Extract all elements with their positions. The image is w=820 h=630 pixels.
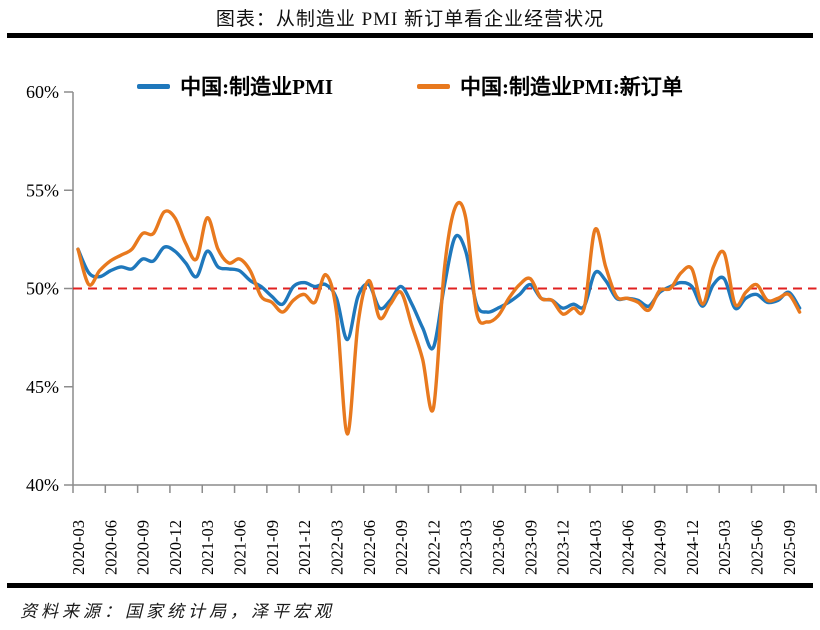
x-tick-label: 2020-03 (69, 520, 88, 575)
x-tick-label: 2023-06 (489, 520, 508, 575)
y-tick-label: 40% (26, 475, 59, 495)
bottom-divider (7, 583, 813, 588)
x-tick-label: 2024-03 (586, 520, 605, 575)
x-tick-label: 2021-12 (295, 520, 314, 575)
x-tick-label: 2024-09 (651, 520, 670, 575)
x-tick-label: 2024-06 (618, 520, 637, 575)
x-tick-label: 2022-03 (327, 520, 346, 575)
x-tick-label: 2023-12 (554, 520, 573, 575)
x-tick-label: 2025-09 (780, 520, 799, 575)
x-tick-label: 2021-03 (198, 520, 217, 575)
x-tick-label: 2022-09 (392, 520, 411, 575)
x-tick-label: 2021-09 (263, 520, 282, 575)
x-tick-label: 2025-03 (715, 520, 734, 575)
y-tick-label: 45% (26, 377, 59, 397)
legend-item-pmi: 中国:制造业PMI (137, 71, 333, 101)
x-tick-label: 2022-12 (424, 520, 443, 575)
y-tick-label: 60% (26, 82, 59, 102)
top-divider (7, 33, 813, 38)
x-tick-label: 2022-06 (360, 520, 379, 575)
x-tick-label: 2023-09 (521, 520, 540, 575)
chart-legend: 中国:制造业PMI 中国:制造业PMI:新订单 (0, 71, 820, 101)
y-tick-label: 50% (26, 279, 59, 299)
x-tick-label: 2023-03 (457, 520, 476, 575)
x-tick-label: 2021-06 (231, 520, 250, 575)
pmi-line-swatch (137, 83, 171, 89)
x-tick-label: 2020-06 (101, 520, 120, 575)
page-title: 图表：从制造业 PMI 新订单看企业经营状况 (215, 9, 605, 30)
x-tick-label: 2025-06 (748, 520, 767, 575)
neworders-series-line (76, 200, 802, 436)
source-note: 资料来源：国家统计局，泽平宏观 (20, 602, 335, 621)
x-tick-label: 2020-12 (166, 520, 185, 575)
x-tick-label: 2020-09 (134, 520, 153, 575)
neworders-line-swatch (417, 83, 450, 89)
legend-item-neworders: 中国:制造业PMI:新订单 (417, 71, 683, 101)
x-tick-label: 2024-12 (683, 520, 702, 575)
legend-label-neworders: 中国:制造业PMI:新订单 (460, 75, 683, 99)
legend-label-pmi: 中国:制造业PMI (180, 75, 333, 99)
y-tick-label: 55% (26, 180, 59, 200)
